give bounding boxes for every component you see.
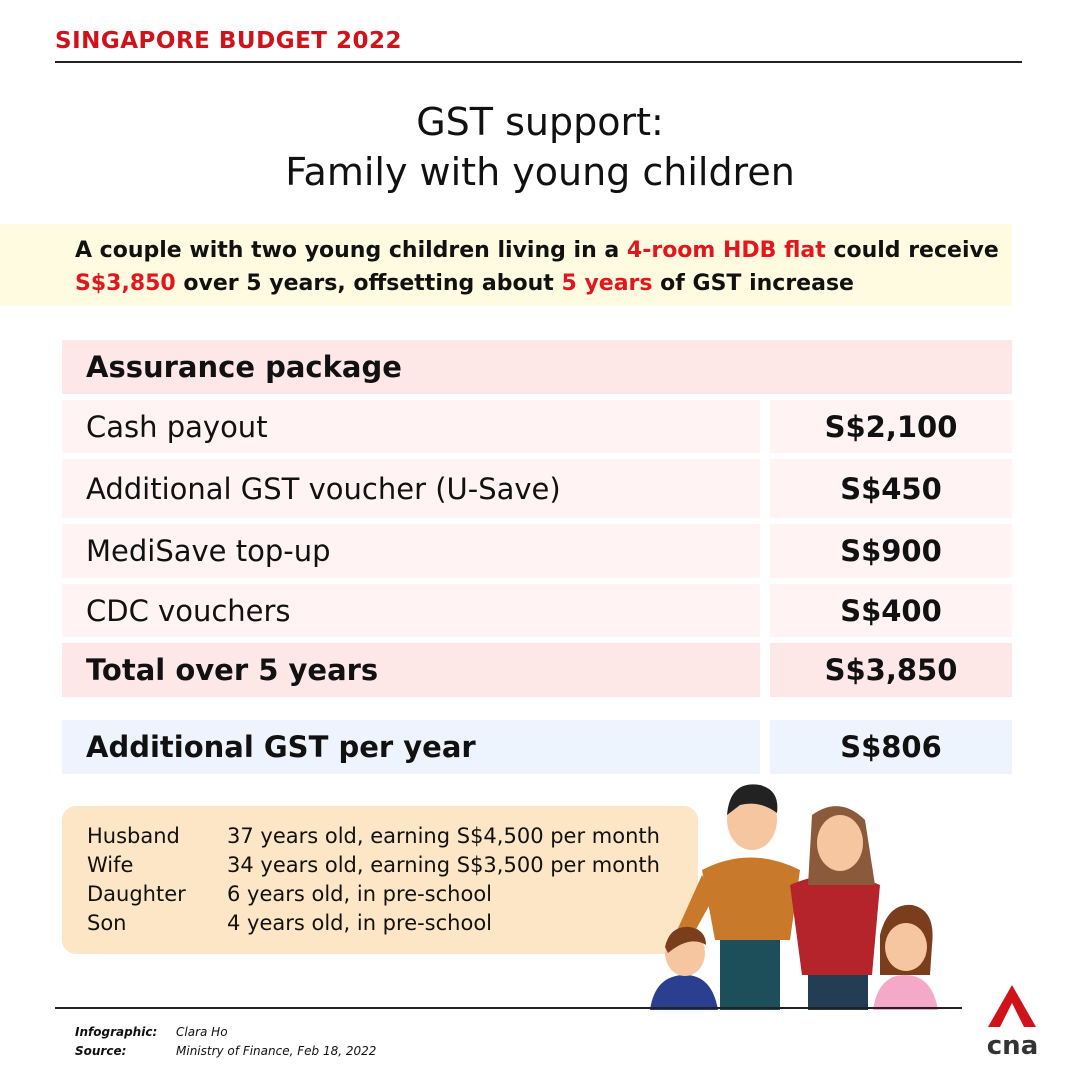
total-value: S$3,850: [770, 643, 1012, 697]
kicker: SINGAPORE BUDGET 2022: [55, 28, 402, 54]
table-row-label: Additional GST voucher (U-Save): [62, 459, 760, 518]
table-row-value: S$900: [770, 524, 1012, 578]
family-member: Wife: [87, 853, 134, 877]
family-detail: 4 years old, in pre-school: [227, 911, 493, 935]
summary-highlight: S$3,850: [75, 271, 176, 296]
family-detail: 6 years old, in pre-school: [227, 882, 493, 906]
page-title-line2: Family with young children: [285, 150, 795, 194]
cna-logo-text: cna: [986, 1031, 1039, 1061]
family-member: Husband: [87, 824, 180, 848]
table-row-label: CDC vouchers: [62, 584, 760, 637]
divider: [55, 61, 1022, 63]
table-heading: Assurance package: [62, 340, 1012, 394]
summary-highlight: 5 years: [561, 271, 653, 296]
family-illustration: [650, 784, 938, 1010]
summary-text: of GST increase: [652, 271, 854, 296]
family-row: Wife 34 years old, earning S$3,500 per mo…: [87, 851, 698, 880]
table-row-label: Cash payout: [62, 400, 760, 453]
table-row-value: S$450: [770, 459, 1012, 518]
gst-value: S$806: [770, 720, 1012, 774]
family-member: Son: [87, 911, 127, 935]
infographic-credit: Clara Ho: [176, 1025, 228, 1039]
page-title-line1: GST support:: [416, 100, 664, 144]
gst-label: Additional GST per year: [62, 720, 760, 774]
cna-logo: cna: [980, 985, 1045, 1060]
family-member: Daughter: [87, 882, 186, 906]
family-profile: Husband 37 years old, earning S$4,500 per…: [62, 806, 698, 954]
source-label: Source:: [75, 1044, 127, 1058]
summary-text: could receive: [825, 238, 999, 263]
infographic-label: Infographic:: [75, 1025, 158, 1039]
family-detail: 34 years old, earning S$3,500 per month: [227, 853, 660, 877]
summary-box: A couple with two young children living …: [0, 224, 1012, 306]
cna-logo-mark: [988, 985, 1036, 1027]
footer-divider: [55, 1007, 962, 1009]
total-label: Total over 5 years: [62, 643, 760, 697]
family-detail: 37 years old, earning S$4,500 per month: [227, 824, 660, 848]
table-row-value: S$400: [770, 584, 1012, 637]
summary-text: A couple with two young children living …: [75, 238, 627, 263]
table-row-label: MediSave top-up: [62, 524, 760, 578]
family-row: Son 4 years old, in pre-school: [87, 909, 698, 938]
family-row: Daughter 6 years old, in pre-school: [87, 880, 698, 909]
source-value: Ministry of Finance, Feb 18, 2022: [176, 1044, 377, 1058]
summary-highlight: 4-room HDB flat: [626, 238, 826, 263]
summary-text: over 5 years, offsetting about: [175, 271, 562, 296]
family-row: Husband 37 years old, earning S$4,500 per…: [87, 822, 698, 851]
table-row-value: S$2,100: [770, 400, 1012, 453]
